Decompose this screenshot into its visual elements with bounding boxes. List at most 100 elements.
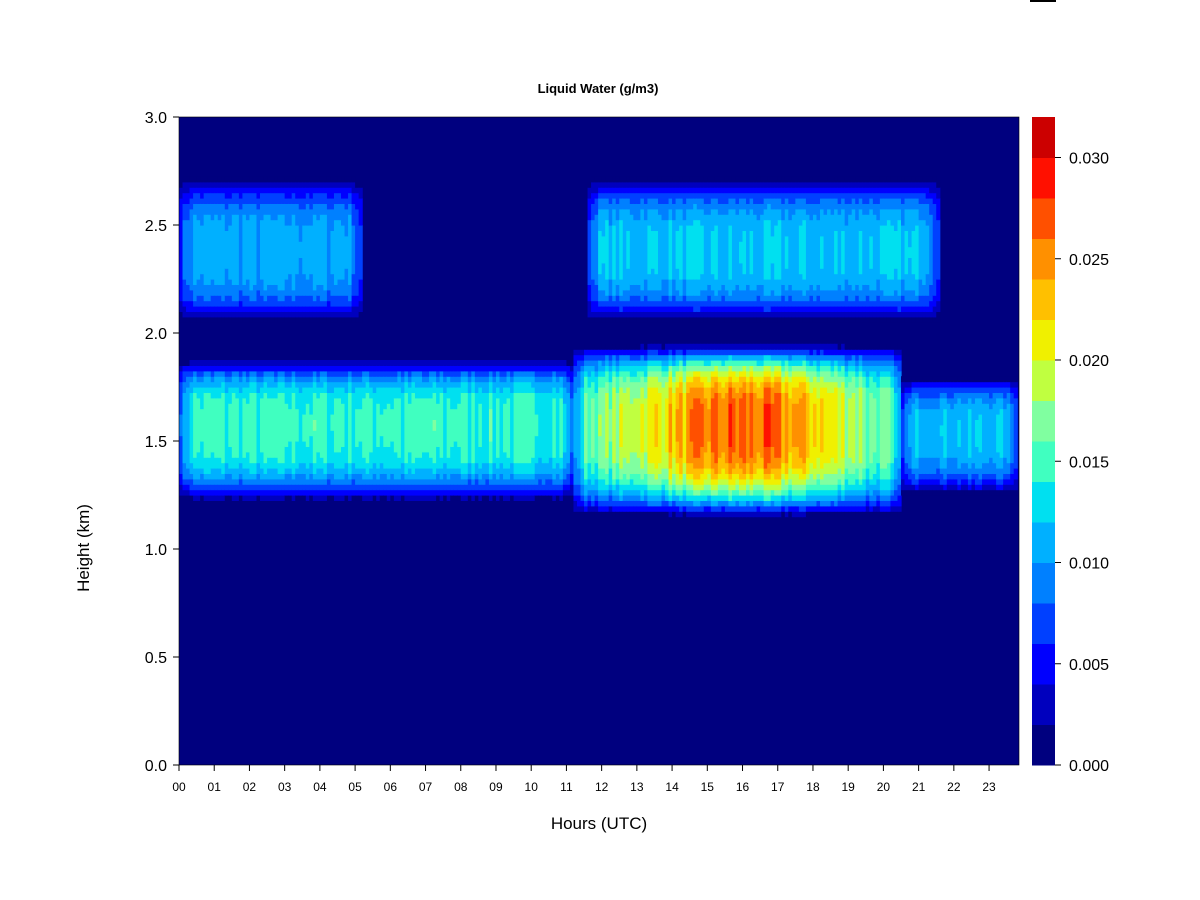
heatmap-cell xyxy=(186,203,191,221)
x-tick-label: 02 xyxy=(243,780,257,794)
heatmap-cell xyxy=(319,187,325,194)
heatmap-cell xyxy=(746,495,751,501)
heatmap-cell xyxy=(964,387,969,393)
heatmap-cell xyxy=(834,316,839,323)
heatmap-cell xyxy=(904,230,909,275)
heatmap-cell xyxy=(749,311,754,318)
heatmap-cell xyxy=(228,311,233,318)
heatmap-cell xyxy=(298,462,303,474)
heatmap-cell xyxy=(703,316,708,323)
heatmap-cell xyxy=(647,484,652,491)
heatmap-cell xyxy=(1006,392,1011,404)
heatmap-cell xyxy=(672,181,677,188)
heatmap-cell xyxy=(591,279,596,302)
heatmap-cell xyxy=(665,495,670,501)
heatmap-cell xyxy=(541,365,546,372)
heatmap-cell xyxy=(953,376,958,383)
heatmap-cell xyxy=(668,387,673,404)
heatmap-cell xyxy=(316,397,321,453)
heatmap-cell xyxy=(650,343,656,350)
heatmap-cell xyxy=(848,354,853,361)
heatmap-cell xyxy=(481,473,487,485)
heatmap-cell xyxy=(700,484,705,491)
heatmap-cell xyxy=(661,500,666,507)
heatmap-cell xyxy=(274,284,279,296)
heatmap-cell xyxy=(249,478,254,485)
heatmap-cell xyxy=(943,489,948,496)
heatmap-cell xyxy=(886,295,892,302)
heatmap-cell xyxy=(305,279,310,296)
heatmap-cell xyxy=(897,484,902,496)
heatmap-cell xyxy=(883,489,888,496)
heatmap-cell xyxy=(784,181,789,188)
heatmap-cell xyxy=(270,370,275,377)
heatmap-cell xyxy=(827,343,832,350)
heatmap-cell xyxy=(584,495,589,501)
heatmap-cell xyxy=(855,500,860,507)
heatmap-cell xyxy=(323,187,328,194)
heatmap-cell xyxy=(453,387,458,410)
heatmap-cell xyxy=(735,370,740,377)
heatmap-cell xyxy=(348,489,353,496)
heatmap-cell xyxy=(728,187,733,194)
heatmap-cell xyxy=(862,214,867,285)
heatmap-cell xyxy=(495,360,501,366)
heatmap-cell xyxy=(235,365,240,372)
heatmap-cell xyxy=(249,462,254,474)
heatmap-cell xyxy=(809,349,814,356)
heatmap-cell xyxy=(971,376,976,383)
heatmap-cell xyxy=(675,181,680,188)
heatmap-cell xyxy=(798,500,803,507)
heatmap-cell xyxy=(274,365,279,372)
heatmap-cell xyxy=(615,495,620,501)
heatmap-cell xyxy=(717,457,722,474)
heatmap-cell xyxy=(341,181,346,188)
heatmap-cell xyxy=(351,295,356,307)
heatmap-cell xyxy=(816,381,821,399)
heatmap-cell xyxy=(791,289,796,302)
heatmap-cell xyxy=(693,354,698,361)
heatmap-cell xyxy=(245,311,251,318)
heatmap-cell xyxy=(897,354,902,361)
heatmap-cell xyxy=(390,495,395,501)
heatmap-cell xyxy=(383,365,388,372)
heatmap-cell xyxy=(795,176,800,183)
heatmap-cell xyxy=(643,365,649,377)
heatmap-cell xyxy=(650,387,656,464)
heatmap-cell xyxy=(323,484,328,491)
heatmap-cell xyxy=(429,365,434,372)
heatmap-cell xyxy=(749,316,754,323)
heatmap-cell xyxy=(277,392,282,464)
heatmap-cell xyxy=(893,208,899,231)
heatmap-cell xyxy=(242,397,247,458)
heatmap-cell xyxy=(344,176,349,183)
heatmap-cell xyxy=(805,500,811,507)
heatmap-cell xyxy=(267,311,272,318)
heatmap-cell xyxy=(739,311,744,318)
heatmap-cell xyxy=(686,478,691,485)
heatmap-cell xyxy=(791,365,796,372)
heatmap-cell xyxy=(252,203,258,215)
heatmap-cell xyxy=(890,500,895,507)
heatmap-cell xyxy=(369,381,374,388)
heatmap-cell xyxy=(739,468,744,480)
heatmap-cell xyxy=(922,457,927,474)
heatmap-cell xyxy=(326,208,332,291)
heatmap-cell xyxy=(235,376,240,388)
heatmap-cell xyxy=(686,370,691,377)
heatmap-cell xyxy=(823,381,828,388)
heatmap-cell xyxy=(397,478,402,485)
heatmap-cell xyxy=(598,511,603,518)
heatmap-cell xyxy=(242,295,247,307)
heatmap-cell xyxy=(594,376,599,393)
heatmap-cell xyxy=(915,208,920,226)
heatmap-cell xyxy=(622,316,627,323)
heatmap-cell xyxy=(189,208,194,291)
heatmap-cell xyxy=(333,360,339,366)
heatmap-cell xyxy=(182,495,187,501)
heatmap-cell xyxy=(855,505,860,512)
heatmap-cell xyxy=(735,306,740,312)
heatmap-cell xyxy=(400,365,406,372)
heatmap-cell xyxy=(890,306,895,312)
heatmap-cell xyxy=(679,365,684,372)
